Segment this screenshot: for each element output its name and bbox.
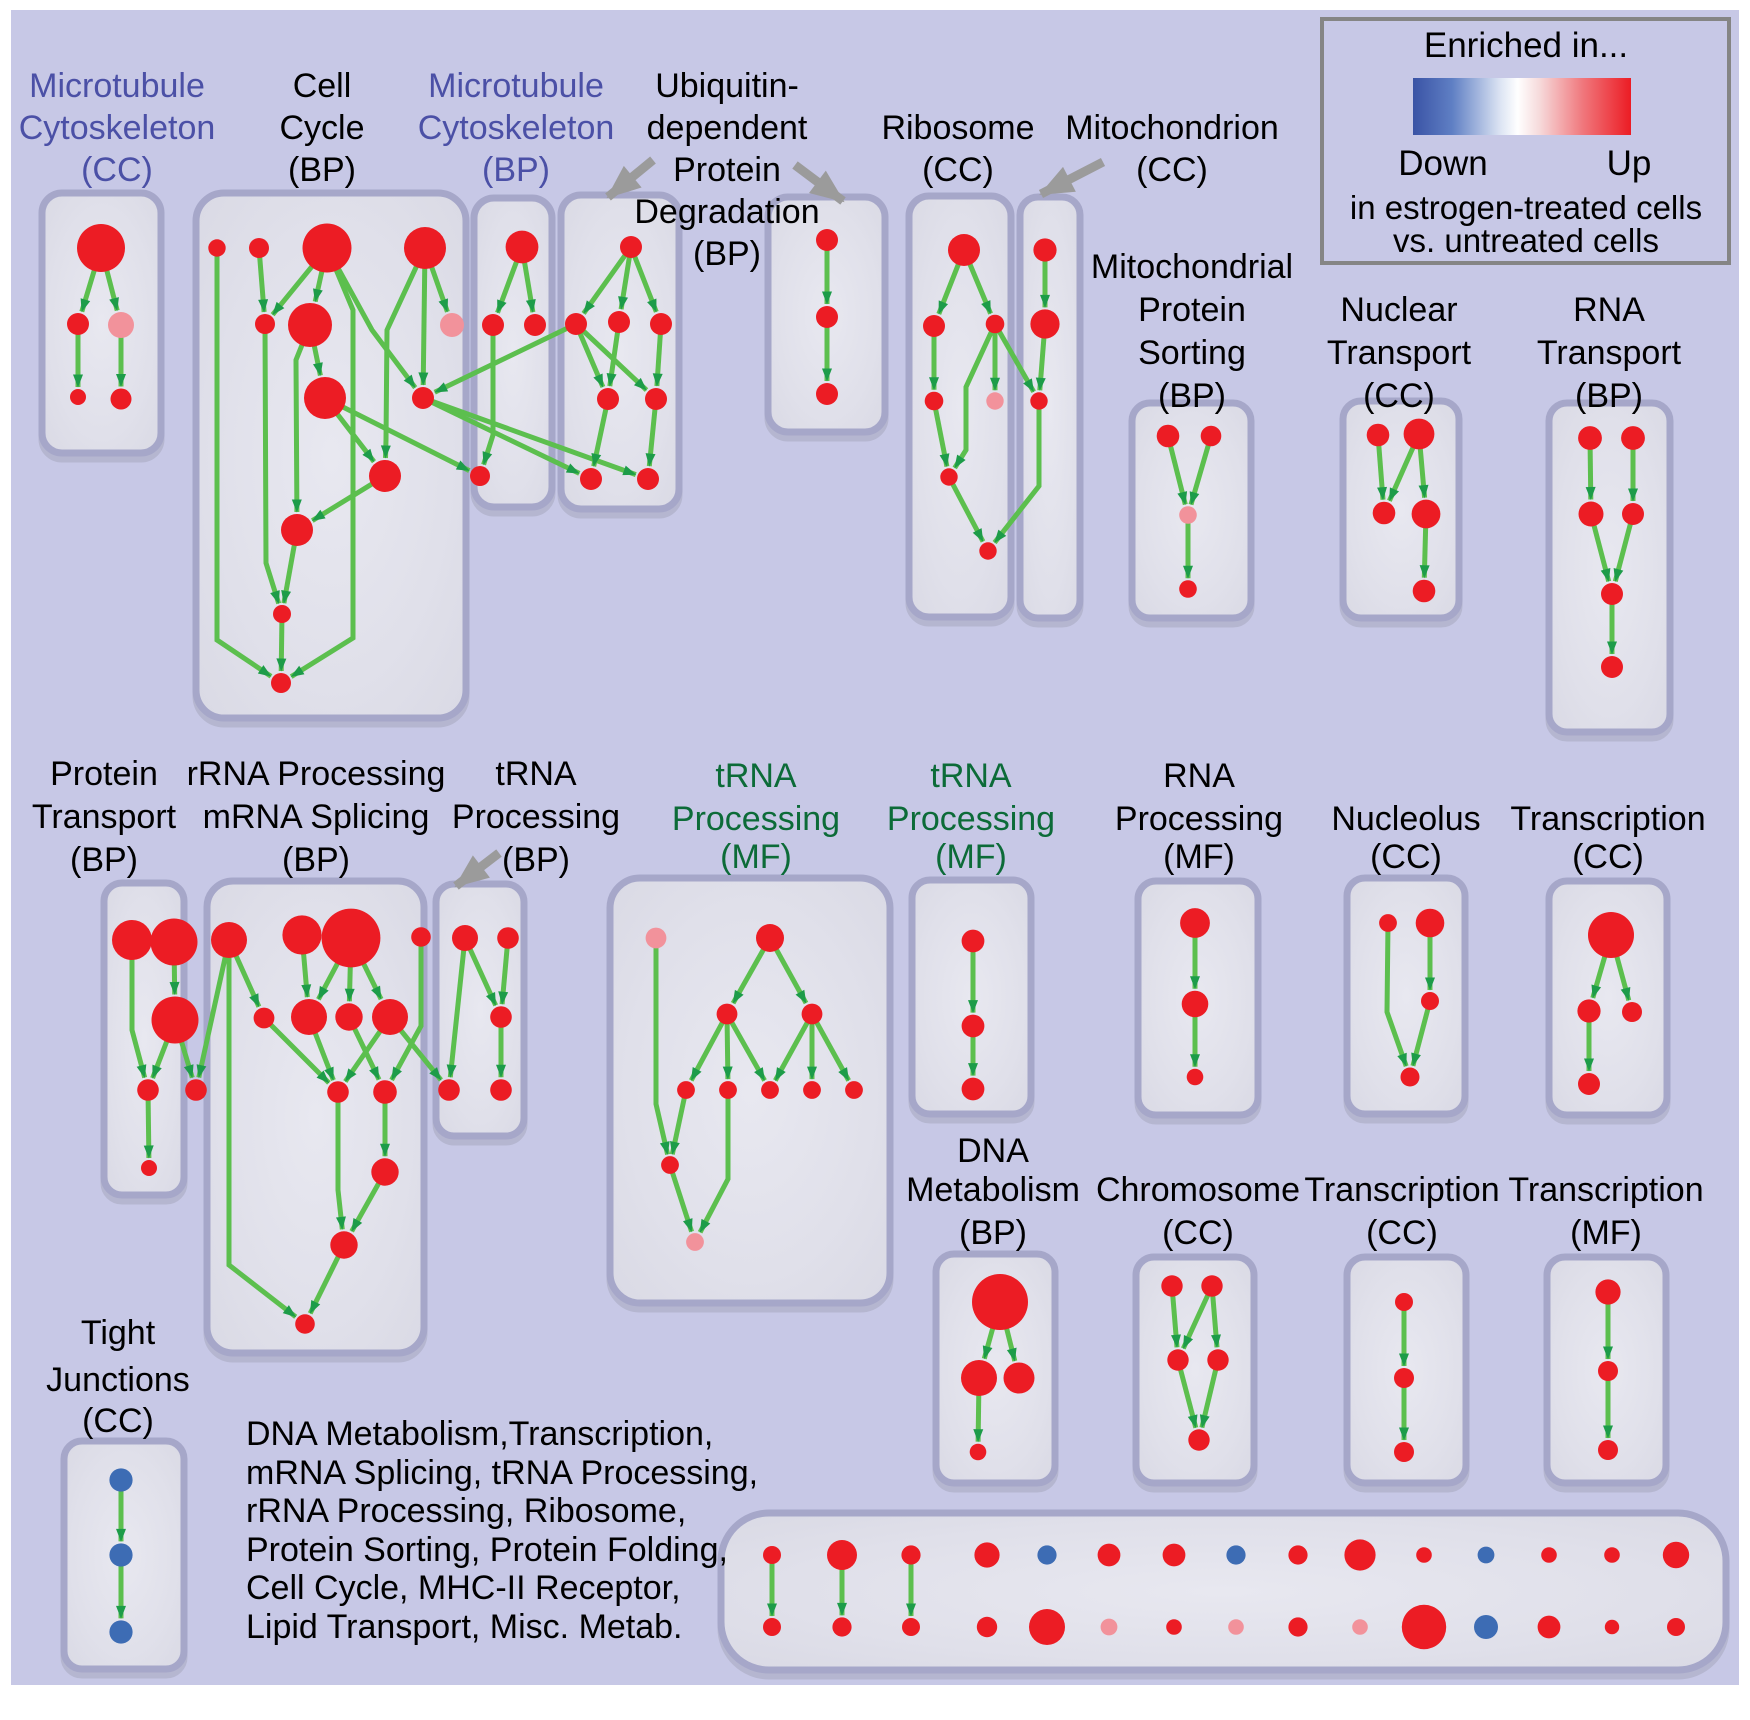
svg-text:Cytoskeleton: Cytoskeleton: [19, 109, 216, 147]
svg-text:(BP): (BP): [70, 841, 138, 879]
svg-text:Up: Up: [1607, 144, 1652, 183]
svg-text:Cell: Cell: [293, 67, 352, 105]
svg-text:Processing: Processing: [452, 798, 620, 836]
svg-text:Transcription: Transcription: [1508, 1171, 1703, 1209]
svg-text:(CC): (CC): [1162, 1214, 1234, 1252]
svg-text:tRNA: tRNA: [930, 757, 1012, 795]
svg-text:Nuclear: Nuclear: [1340, 291, 1457, 329]
svg-text:Protein: Protein: [50, 755, 158, 793]
svg-text:mRNA Splicing, tRNA Processing: mRNA Splicing, tRNA Processing,: [246, 1454, 758, 1492]
svg-text:(BP): (BP): [1575, 377, 1643, 415]
svg-text:(BP): (BP): [288, 151, 356, 189]
svg-text:DNA Metabolism,Transcription,: DNA Metabolism,Transcription,: [246, 1415, 713, 1453]
svg-text:Processing: Processing: [672, 800, 840, 838]
svg-text:DNA: DNA: [957, 1132, 1029, 1170]
svg-text:Ribosome: Ribosome: [881, 109, 1034, 147]
svg-text:(CC): (CC): [922, 151, 994, 189]
svg-text:(CC): (CC): [1572, 838, 1644, 876]
svg-text:(CC): (CC): [1370, 838, 1442, 876]
svg-text:Mitochondrial: Mitochondrial: [1091, 248, 1293, 286]
svg-text:Tight: Tight: [81, 1314, 156, 1352]
svg-text:Transport: Transport: [1327, 334, 1472, 372]
svg-text:mRNA Splicing: mRNA Splicing: [203, 798, 430, 836]
svg-text:Enriched in...: Enriched in...: [1424, 26, 1628, 65]
svg-text:Degradation: Degradation: [634, 193, 819, 231]
svg-text:Microtubule: Microtubule: [428, 67, 604, 105]
svg-text:Transport: Transport: [32, 798, 177, 836]
svg-text:(BP): (BP): [959, 1214, 1027, 1252]
svg-text:Transcription: Transcription: [1304, 1171, 1499, 1209]
svg-text:(CC): (CC): [81, 151, 153, 189]
svg-text:Mitochondrion: Mitochondrion: [1065, 109, 1279, 147]
svg-text:RNA: RNA: [1573, 291, 1645, 329]
svg-text:in estrogen-treated cells: in estrogen-treated cells: [1350, 189, 1702, 226]
svg-text:(BP): (BP): [282, 841, 350, 879]
svg-text:dependent: dependent: [647, 109, 808, 147]
svg-text:Processing: Processing: [1115, 800, 1283, 838]
svg-text:(BP): (BP): [482, 151, 550, 189]
svg-text:(CC): (CC): [1136, 151, 1208, 189]
svg-text:(BP): (BP): [693, 235, 761, 273]
svg-text:Protein: Protein: [673, 151, 781, 189]
svg-text:RNA: RNA: [1163, 757, 1235, 795]
svg-text:(MF): (MF): [720, 838, 792, 876]
svg-text:(CC): (CC): [1366, 1214, 1438, 1252]
svg-text:Transcription: Transcription: [1510, 800, 1705, 838]
svg-text:(CC): (CC): [1363, 377, 1435, 415]
svg-text:tRNA: tRNA: [495, 755, 577, 793]
svg-text:Cytoskeleton: Cytoskeleton: [418, 109, 615, 147]
svg-text:rRNA Processing: rRNA Processing: [187, 755, 446, 793]
svg-text:Metabolism: Metabolism: [906, 1171, 1080, 1209]
svg-text:(MF): (MF): [935, 838, 1007, 876]
svg-text:Lipid Transport, Misc. Metab.: Lipid Transport, Misc. Metab.: [246, 1608, 683, 1646]
svg-text:Protein Sorting, Protein Foldi: Protein Sorting, Protein Folding,: [246, 1531, 728, 1569]
svg-text:Protein: Protein: [1138, 291, 1246, 329]
svg-text:Cycle: Cycle: [279, 109, 364, 147]
svg-text:(CC): (CC): [82, 1402, 154, 1440]
svg-text:Microtubule: Microtubule: [29, 67, 205, 105]
svg-text:Junctions: Junctions: [46, 1361, 190, 1399]
svg-text:Sorting: Sorting: [1138, 334, 1246, 372]
svg-text:Nucleolus: Nucleolus: [1331, 800, 1480, 838]
svg-text:vs. untreated cells: vs. untreated cells: [1393, 222, 1659, 259]
svg-text:Down: Down: [1398, 144, 1487, 183]
svg-text:Transport: Transport: [1537, 334, 1682, 372]
svg-text:rRNA Processing, Ribosome,: rRNA Processing, Ribosome,: [246, 1492, 686, 1530]
svg-text:Cell Cycle, MHC-II Receptor,: Cell Cycle, MHC-II Receptor,: [246, 1569, 681, 1607]
svg-text:(MF): (MF): [1570, 1214, 1642, 1252]
svg-text:tRNA: tRNA: [715, 757, 797, 795]
svg-text:(BP): (BP): [1158, 377, 1226, 415]
svg-text:Ubiquitin-: Ubiquitin-: [655, 67, 799, 105]
svg-text:(MF): (MF): [1163, 838, 1235, 876]
svg-text:(BP): (BP): [502, 841, 570, 879]
svg-text:Chromosome: Chromosome: [1096, 1171, 1300, 1209]
svg-text:Processing: Processing: [887, 800, 1055, 838]
